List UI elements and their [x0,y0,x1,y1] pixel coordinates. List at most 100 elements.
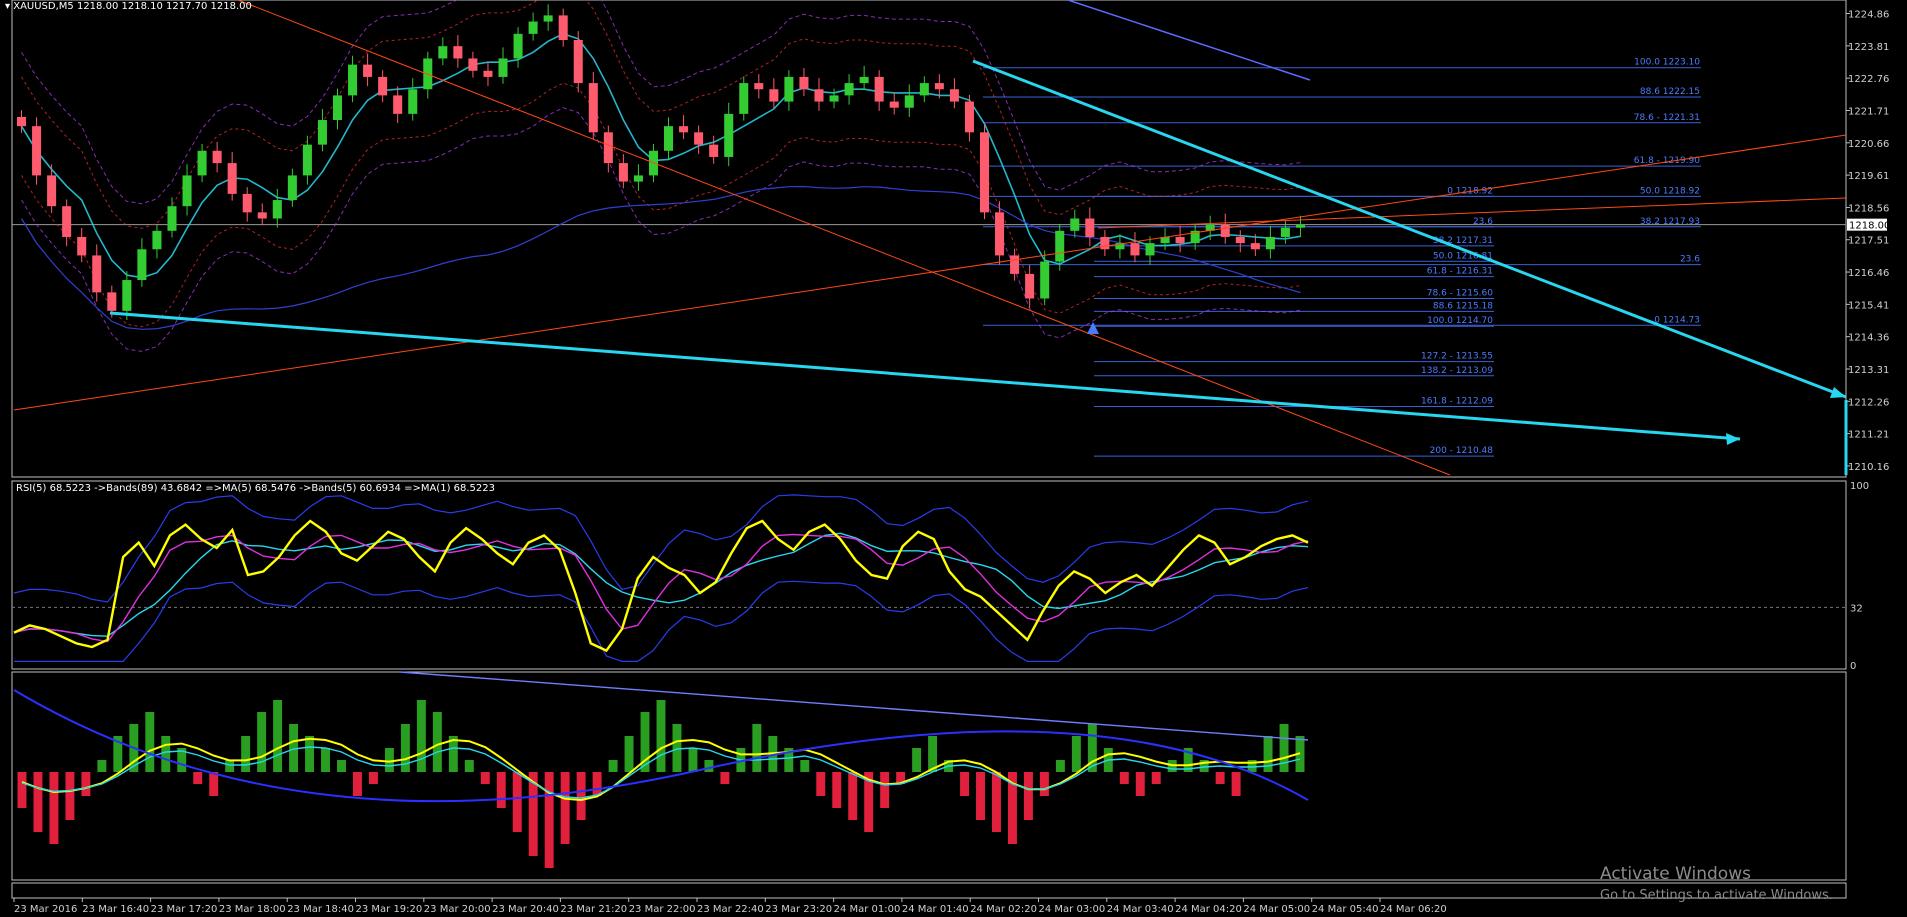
candle [754,74,764,99]
candle-body [77,236,87,256]
candle [528,12,538,41]
candle [1145,236,1155,265]
fib-level-label: 88.6 1222.15 [1640,87,1700,97]
macd-histogram-bar [1055,760,1065,772]
macd-histogram-bar [512,772,522,832]
candle-body [724,113,734,157]
candle-body [332,95,343,121]
candle [904,84,914,117]
candle-body [438,46,448,59]
price-tick-label: 1212.26 [1848,397,1889,408]
rsi-tick-label: 100 [1850,481,1869,492]
price-tick-label: 1217.51 [1848,236,1889,247]
candle-body [468,58,478,71]
candle-body [62,206,72,237]
macd-trend-line [399,671,1309,741]
candle [468,51,478,78]
fib-level-label: 78.6 - 1221.31 [1634,113,1700,123]
fib-extension-label: 61.8 - 1216.31 [1427,267,1493,277]
candle [32,117,42,185]
candle [679,115,689,140]
candle [814,78,824,111]
time-tick-label: 23 Mar 23:20 [765,904,832,915]
candle-body [137,249,147,281]
candle [618,154,628,189]
candle-body [995,212,1005,256]
price-tick-label: 1216.46 [1848,268,1889,279]
candle [483,61,493,87]
macd-histogram-bar [960,772,970,796]
candle [137,238,147,287]
candle-body [1205,224,1215,231]
panel-border-2 [11,671,1847,881]
candle-body [679,126,689,133]
candle [92,244,102,302]
macd-histogram-bar [17,772,27,808]
fib-extension-label: 161.8 - 1212.09 [1421,397,1493,407]
candle-body [543,15,553,22]
candle [874,70,884,111]
slow-moving-average [20,185,1301,330]
candle [1250,234,1260,257]
rsi-panel: 100 32 0 [12,481,1869,672]
candle-body [1025,273,1035,299]
price-tick-label: 1222.76 [1848,74,1889,85]
macd-histogram-bar [225,760,235,772]
macd-histogram-bar [368,772,378,784]
candle-body [1190,230,1200,244]
candle-body [1295,224,1305,228]
fib-extension-label: 127.2 - 1213.55 [1421,352,1493,362]
macd-histogram-bar [544,772,554,868]
price-tick-label: 1219.61 [1848,171,1889,182]
candle [964,94,974,142]
macd-histogram-bar [784,748,794,772]
rsi-line [13,519,1309,653]
macd-histogram-bar [992,772,1001,832]
rsi-slow-average [13,532,1309,637]
macd-histogram-bar [65,772,75,820]
candle [588,72,598,140]
up-arrow-icon [1087,322,1099,334]
candle-body [498,58,508,77]
macd-histogram-bar [352,772,362,796]
macd-histogram-bar [289,724,299,772]
candle [919,76,929,103]
candle-body [844,83,854,96]
outer-upper-band [21,0,1301,205]
macd-histogram-bar [416,700,426,772]
fib-extension-label: 100.0 1214.70 [1427,316,1493,326]
candle [167,197,177,238]
candle-body [964,101,974,133]
fib-extension-label: 23.6 [1473,217,1493,227]
candle-body [694,132,704,145]
macd-histogram-bar [448,736,458,772]
macd-histogram-bar [241,736,251,772]
time-tick-label: 23 Mar 16:40 [82,904,149,915]
time-tick-label: 23 Mar 21:20 [560,904,627,915]
macd-histogram-bar [800,760,810,772]
candle-body [363,64,373,77]
candle [182,164,192,216]
candle-body [1010,255,1020,274]
macd-histogram-bar [848,772,858,820]
macd-histogram-bar [161,736,171,772]
macd-histogram-bar [480,772,490,784]
candle [1175,225,1185,253]
candle-body [17,116,27,127]
candlesticks [17,4,1305,321]
dropdown-triangle-icon[interactable]: ▾ [5,1,11,12]
fib-level-label: 0 1214.73 [1654,315,1700,325]
candle [122,271,132,321]
orange-trend-line-down [237,0,1451,476]
candle-body [1040,261,1050,299]
rsi-upper-band [13,494,1309,603]
fib-extension-label: 200 - 1210.48 [1430,446,1494,456]
candle [348,55,358,103]
candle-body [633,175,643,182]
chart-frame [11,0,1847,899]
price-tick-label: 1211.21 [1848,430,1889,441]
time-tick-label: 23 Mar 20:00 [424,904,491,915]
panel-border-1 [11,480,1847,670]
candle-body [122,280,132,311]
